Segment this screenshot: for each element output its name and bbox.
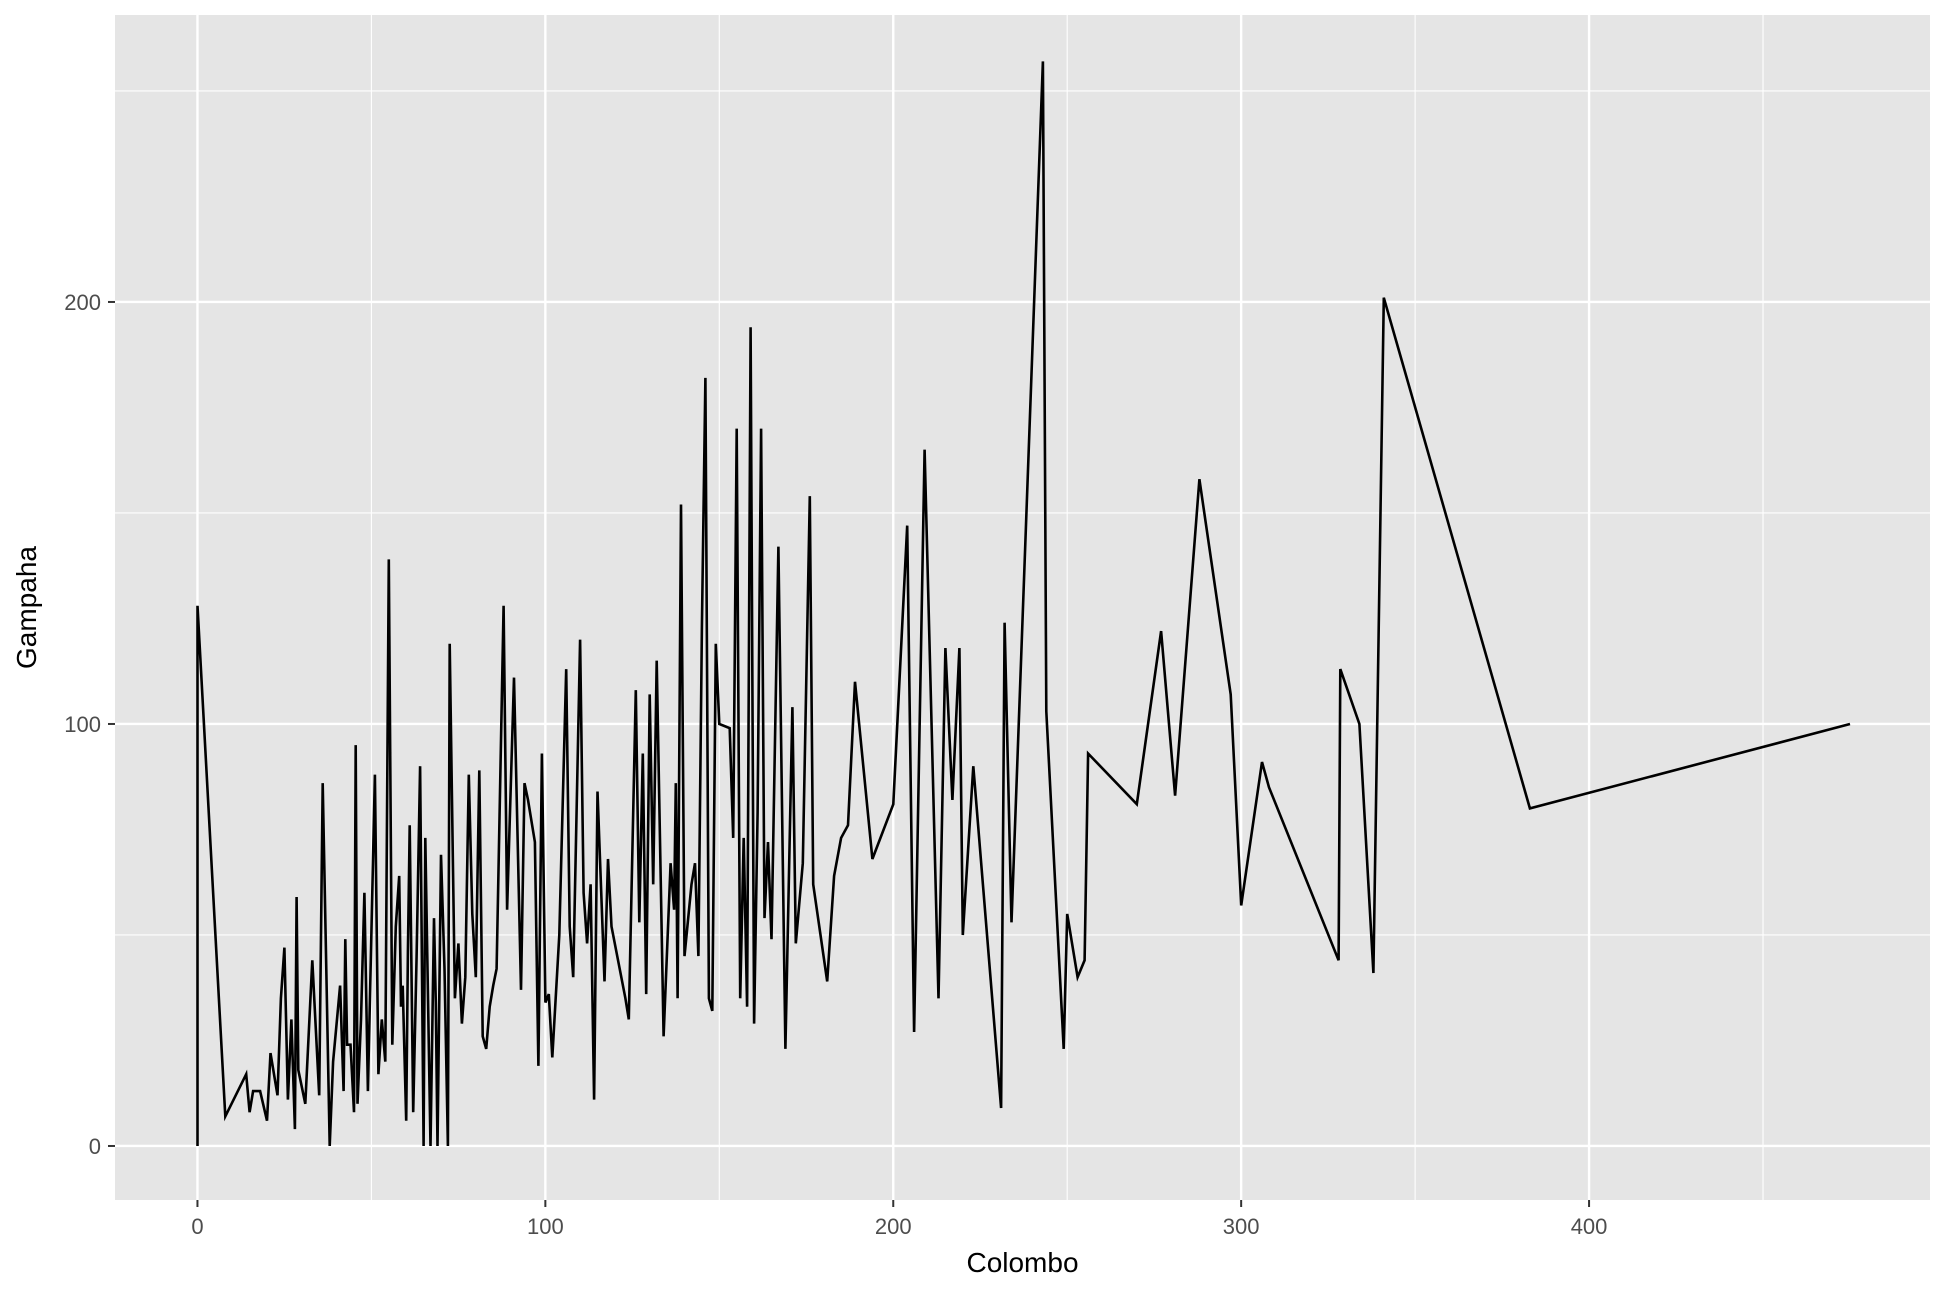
x-tick-label: 400 <box>1571 1214 1608 1239</box>
x-tick-label: 200 <box>875 1214 912 1239</box>
y-axis-tick-labels: 0 100 200 <box>64 290 101 1159</box>
axis-ticks <box>108 300 1591 1207</box>
y-tick-label: 200 <box>64 290 101 315</box>
x-tick-label: 300 <box>1223 1214 1260 1239</box>
y-tick-label: 100 <box>64 712 101 737</box>
data-line <box>196 61 1851 1147</box>
minor-gridlines <box>115 15 1930 1200</box>
x-tick-label: 100 <box>527 1214 564 1239</box>
x-tick-label: 0 <box>191 1214 203 1239</box>
y-tick-label: 0 <box>89 1134 101 1159</box>
y-axis-title: Gampaha <box>11 546 42 669</box>
x-axis-title: Colombo <box>966 1247 1078 1278</box>
x-axis-tick-labels: 0 100 200 300 400 <box>191 1214 1607 1239</box>
